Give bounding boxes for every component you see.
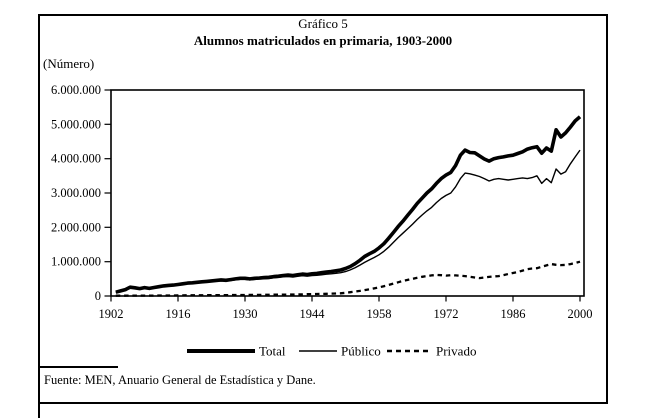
y-tick-label: 0 <box>95 289 101 303</box>
footnote-rule <box>39 366 118 368</box>
x-tick-label: 1902 <box>99 307 124 321</box>
y-axis-labels: 0 1.000.000 2.000.000 3.000.000 4.000.00… <box>51 83 101 303</box>
series-line-total <box>115 115 582 294</box>
y-tick-label: 5.000.000 <box>51 117 101 131</box>
x-tick-label: 2000 <box>568 307 593 321</box>
plot-area <box>110 89 585 297</box>
series-line-privado <box>115 260 581 297</box>
x-axis-ticks <box>110 296 581 302</box>
legend-label-privado: Privado <box>436 344 476 359</box>
source-note: Fuente: MEN, Anuario General de Estadíst… <box>44 373 316 387</box>
y-tick-label: 2.000.000 <box>51 220 101 234</box>
figure-frame <box>38 14 608 404</box>
series-line-publico <box>115 149 581 294</box>
figure-title: Gráfico 5 <box>298 16 348 31</box>
x-axis-labels: 1902 1916 1930 1944 1958 1972 1986 2000 <box>99 307 593 321</box>
chart-legend: Total Público Privado <box>187 344 476 359</box>
legend-label-total: Total <box>259 344 286 359</box>
x-tick-label: 1930 <box>233 307 258 321</box>
x-tick-label: 1944 <box>300 307 326 321</box>
y-tick-label: 6.000.000 <box>51 83 101 97</box>
x-tick-label: 1986 <box>501 307 526 321</box>
y-axis-ticks <box>104 89 111 297</box>
legend-label-publico: Público <box>341 344 381 359</box>
frame-left-stub <box>38 402 40 418</box>
y-axis-unit-label: (Número) <box>43 56 95 71</box>
y-tick-label: 3.000.000 <box>51 186 101 200</box>
figure-subtitle: Alumnos matriculados en primaria, 1903-2… <box>193 33 453 48</box>
y-tick-label: 1.000.000 <box>51 255 101 269</box>
y-tick-label: 4.000.000 <box>51 152 101 166</box>
x-tick-label: 1916 <box>166 307 191 321</box>
x-tick-label: 1958 <box>367 307 392 321</box>
x-tick-label: 1972 <box>434 307 459 321</box>
